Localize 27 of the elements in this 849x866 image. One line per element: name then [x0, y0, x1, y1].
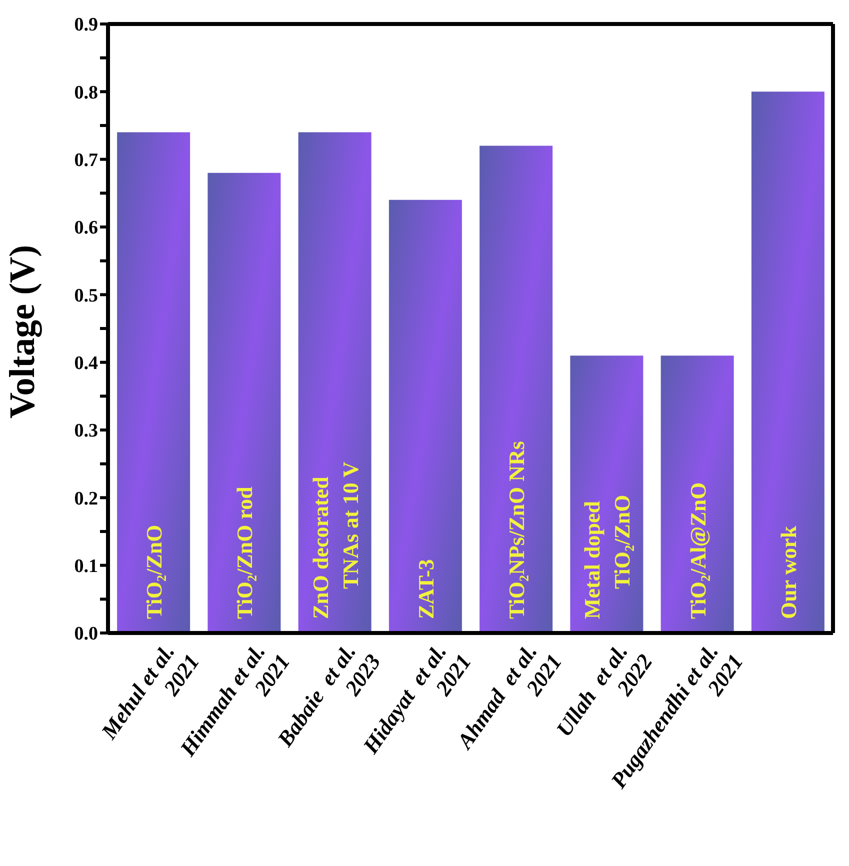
- y-tick-label: 0.4: [74, 352, 98, 374]
- annotation: Metal doped TiO₂/ZnO: [580, 494, 635, 619]
- y-tick-label: 0.2: [74, 488, 98, 510]
- annotation: TiO₂/ZnO rod: [232, 486, 258, 619]
- bar: [480, 146, 553, 633]
- annotation: ZnO decorated TNAs at 10 V: [308, 462, 363, 619]
- annotation: TiO₂/ZnO: [142, 524, 167, 619]
- annotation: ZAT-3: [413, 559, 438, 619]
- y-tick-label: 0.8: [74, 82, 98, 104]
- annotation: TiO₂/Al@ZnO: [685, 482, 710, 619]
- bar: [388, 200, 462, 633]
- y-axis-title: Voltage (V): [2, 244, 42, 418]
- y-tick-label: 0.5: [74, 285, 98, 306]
- bar: [660, 356, 734, 633]
- y-tick-label: 0.7: [74, 150, 98, 171]
- annotation: Our work: [776, 525, 801, 619]
- y-tick-label: 0.3: [74, 420, 98, 442]
- bar: [298, 132, 372, 633]
- annotation: TiO₂NPs/ZnO NRs: [504, 440, 530, 619]
- bar: [117, 132, 190, 633]
- bar: [751, 92, 824, 633]
- y-tick-label: 0.0: [74, 624, 98, 645]
- bar: [570, 356, 644, 633]
- y-tick-label: 0.1: [74, 556, 98, 577]
- y-tick-label: 0.6: [74, 218, 98, 239]
- y-tick-label: 0.9: [74, 14, 98, 36]
- bar: [208, 172, 281, 633]
